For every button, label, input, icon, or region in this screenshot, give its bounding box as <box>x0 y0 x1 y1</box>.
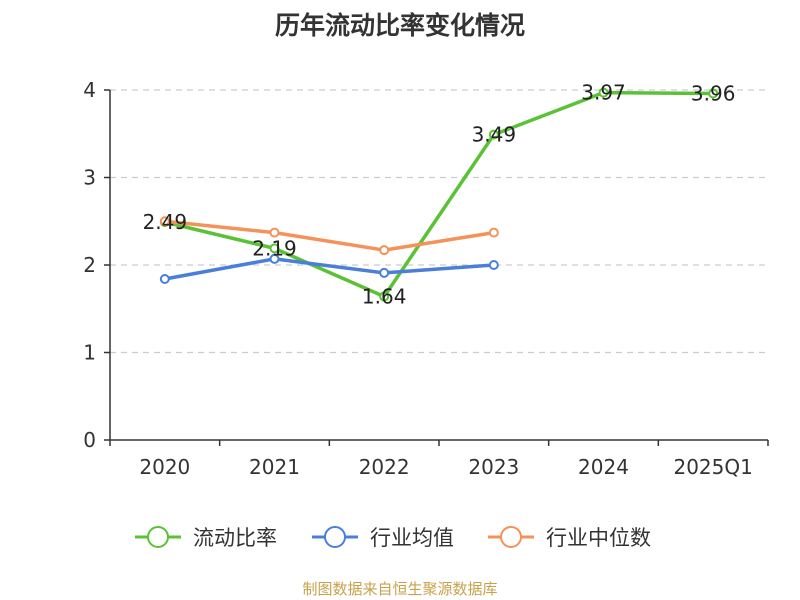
x-tick-label: 2023 <box>468 455 519 479</box>
y-tick-label: 4 <box>83 78 96 102</box>
legend-marker <box>147 526 169 548</box>
y-tick-label: 2 <box>83 253 96 277</box>
data-label: 3.97 <box>581 81 626 105</box>
legend: 流动比率 行业均值 行业中位数 <box>135 526 651 550</box>
data-point <box>269 253 280 264</box>
data-points <box>159 87 719 302</box>
legend-item: 流动比率 <box>135 526 277 550</box>
legend-marker <box>324 526 346 548</box>
source-footer: 制图数据来自恒生聚源数据库 <box>302 580 498 598</box>
data-point <box>488 227 499 238</box>
x-tick-label: 2025Q1 <box>673 455 752 479</box>
data-point <box>269 227 280 238</box>
series-lines <box>164 90 714 299</box>
data-point <box>488 129 499 140</box>
series-line <box>164 257 494 281</box>
grid-lines <box>110 89 768 354</box>
data-label: 1.64 <box>362 285 407 309</box>
data-point <box>159 274 170 284</box>
legend-label: 行业中位数 <box>546 526 651 550</box>
legend-item: 行业均值 <box>312 526 454 550</box>
data-point <box>379 291 390 302</box>
x-tick-label: 2024 <box>578 455 629 479</box>
data-label: 2.19 <box>252 236 297 260</box>
data-label: 3.49 <box>472 123 517 147</box>
series-line <box>164 219 495 252</box>
legend-marker <box>500 526 522 548</box>
data-point <box>379 245 390 256</box>
data-point <box>488 260 499 270</box>
data-point <box>379 267 390 278</box>
y-tick-label: 0 <box>83 428 96 452</box>
y-tick-label: 1 <box>83 341 96 365</box>
axes: 0 1 2 3 4 2020 2021 2022 2023 2024 2025Q1 <box>83 78 769 479</box>
chart-title: 历年流动比率变化情况 <box>274 11 525 40</box>
data-point <box>269 243 280 254</box>
data-point <box>598 87 609 98</box>
x-tick-label: 2021 <box>249 455 300 479</box>
series-line <box>164 90 714 299</box>
data-labels: 2.49 2.19 1.64 3.49 3.97 3.96 <box>143 81 736 309</box>
data-point <box>708 88 719 99</box>
legend-item: 行业中位数 <box>488 526 651 550</box>
x-tick-label: 2022 <box>359 455 410 479</box>
legend-label: 行业均值 <box>370 526 454 550</box>
legend-label: 流动比率 <box>193 526 277 550</box>
data-point <box>159 216 170 227</box>
y-tick-label: 3 <box>83 166 96 190</box>
x-tick-label: 2020 <box>139 455 190 479</box>
data-label: 2.49 <box>143 210 188 234</box>
data-label: 3.96 <box>691 82 736 106</box>
